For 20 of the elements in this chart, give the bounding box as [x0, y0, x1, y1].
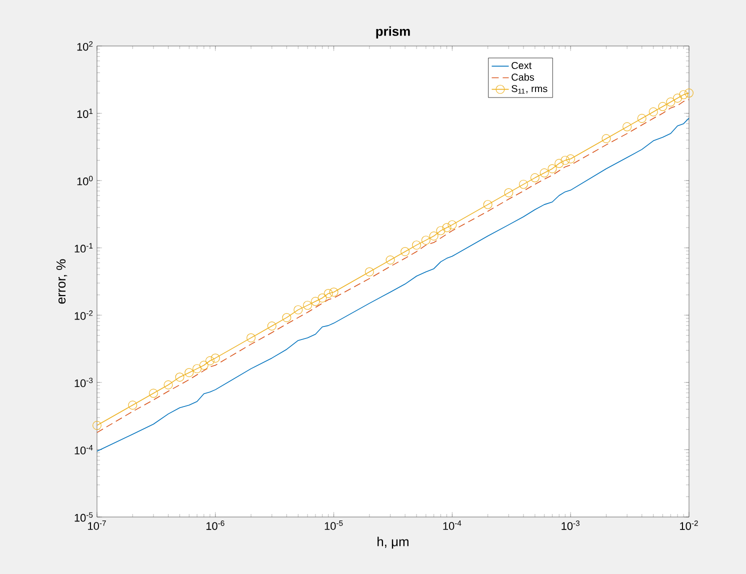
y-tick-label: 10$^{-2}$	[74, 310, 93, 320]
legend-label: S$_{11}$, rms	[512, 85, 548, 94]
y-tick-label: 10$^{-4}$	[74, 445, 93, 454]
y-axis-title: error, %	[56, 259, 68, 304]
y-tick-label: 10$^{2}$	[77, 41, 93, 51]
x-tick-label: 10$^{-3}$	[562, 520, 580, 530]
y-tick-label: 10$^{-5}$	[74, 512, 93, 522]
legend-label: Cabs	[512, 73, 534, 81]
x-tick-label: 10$^{-4}$	[443, 520, 462, 530]
x-tick-label: 10$^{-5}$	[324, 520, 343, 530]
x-tick-label: 10$^{-6}$	[206, 520, 224, 530]
y-tick-label: 10$^{-3}$	[74, 378, 93, 388]
y-tick-label: 10$^{-1}$	[74, 243, 93, 253]
x-axis-title: h, μm	[378, 536, 408, 549]
x-tick-label: 10$^{-2}$	[680, 520, 698, 530]
y-tick-label: 10$^{0}$	[77, 176, 93, 186]
x-tick-label: 10$^{-7}$	[88, 520, 106, 530]
legend-label: Cext	[512, 62, 532, 70]
chart-title: prism	[376, 26, 410, 38]
y-tick-label: 10$^{1}$	[77, 108, 93, 118]
